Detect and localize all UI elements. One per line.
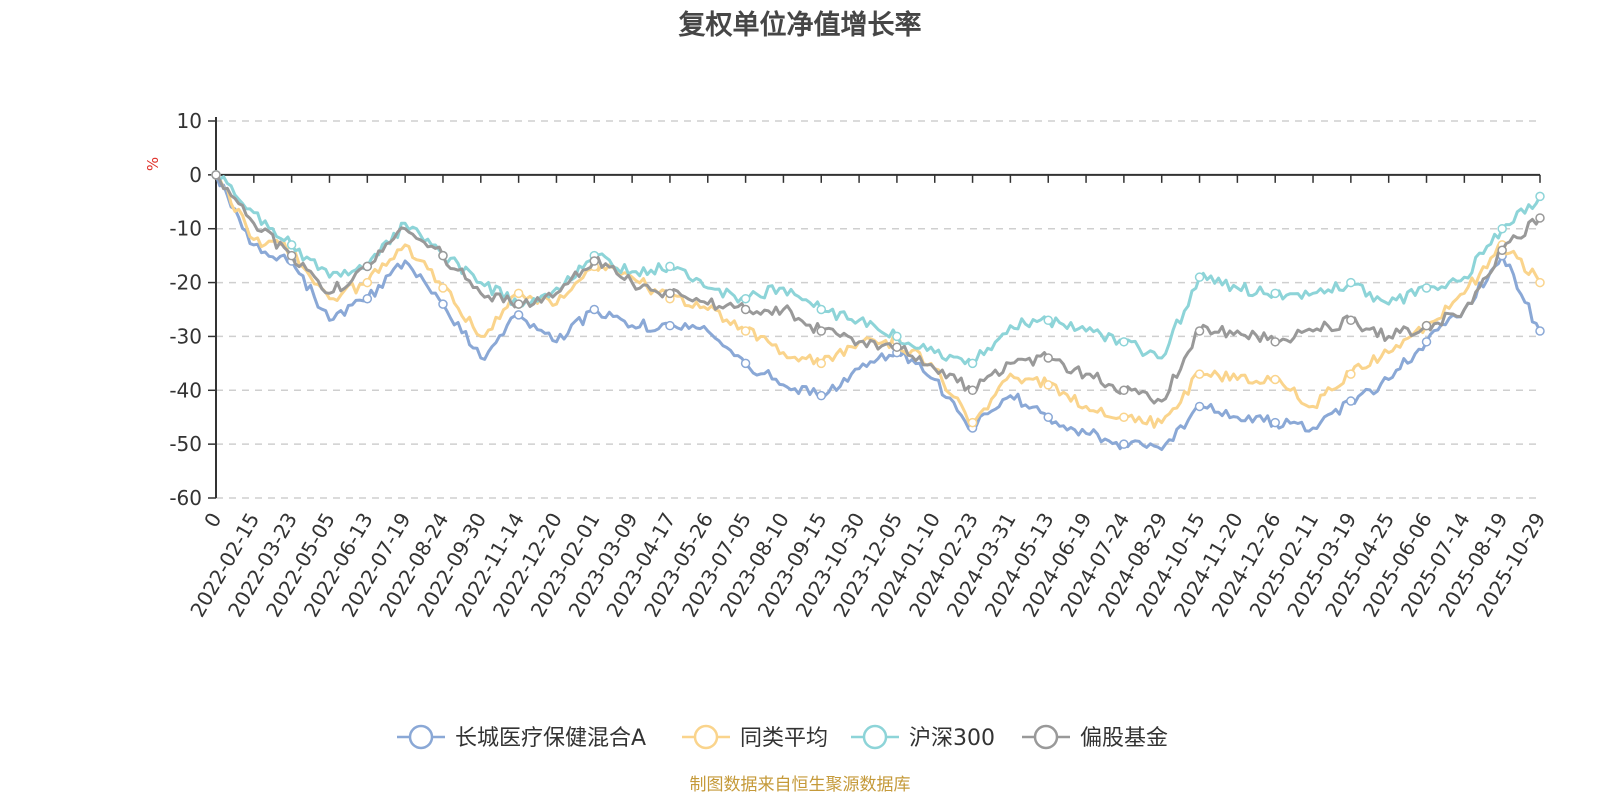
legend-marker-icon — [408, 724, 434, 750]
y-tick-label: -50 — [169, 432, 202, 456]
data-point — [740, 358, 751, 369]
data-point — [1119, 385, 1129, 396]
data-point — [967, 417, 978, 428]
data-point — [740, 304, 751, 315]
legend-marker-icon — [693, 724, 719, 750]
data-point — [1119, 412, 1129, 422]
data-point — [589, 256, 600, 266]
legend: 长城医疗保健混合A 同类平均 沪深300 偏股基金 — [397, 724, 1168, 751]
data-point — [513, 299, 524, 309]
data-point — [1270, 374, 1280, 385]
legend-item: 沪深300 — [851, 724, 995, 751]
data-point — [816, 326, 827, 336]
data-point — [286, 240, 297, 250]
data-point — [438, 299, 448, 309]
data-point — [967, 385, 978, 396]
series-line-3 — [214, 173, 1542, 366]
data-point — [740, 293, 751, 304]
data-point — [1043, 412, 1053, 422]
legend-label: 长城医疗保健混合A — [455, 726, 646, 751]
data-point — [1043, 353, 1053, 363]
data-point — [1270, 288, 1280, 299]
data-point — [1043, 380, 1053, 390]
data-point — [1421, 337, 1432, 347]
y-tick-label: -10 — [169, 217, 202, 241]
data-point — [665, 320, 675, 331]
x-tick-label: 0 — [199, 509, 226, 532]
data-point — [286, 250, 297, 261]
data-point — [1043, 315, 1053, 326]
data-point — [1194, 326, 1205, 336]
series-line-1 — [214, 174, 1542, 451]
data-point — [1535, 191, 1545, 202]
data-point — [513, 310, 524, 320]
data-point — [362, 293, 373, 304]
data-point — [1421, 283, 1432, 293]
data-point — [665, 288, 675, 299]
data-point — [1119, 337, 1129, 347]
data-point — [589, 304, 600, 315]
series-lines — [211, 170, 1545, 451]
y-axis-labels: 10 0 -10 -20 -30 -40 -50 -60 — [169, 109, 202, 510]
data-point — [438, 250, 448, 261]
axes — [208, 117, 1541, 499]
data-point — [1270, 417, 1280, 428]
data-point — [1535, 213, 1545, 223]
y-axis-unit: % — [144, 157, 162, 171]
y-tick-label: -40 — [169, 378, 202, 402]
data-point — [1119, 439, 1129, 449]
data-point — [816, 390, 827, 401]
data-point — [362, 261, 373, 272]
legend-label: 沪深300 — [909, 726, 995, 751]
y-tick-label: -20 — [169, 271, 202, 295]
legend-item: 长城医疗保健混合A — [397, 724, 646, 751]
y-tick-label: -60 — [169, 486, 202, 510]
data-point — [1497, 223, 1507, 234]
series-line-4 — [214, 174, 1542, 405]
data-point — [1497, 245, 1507, 256]
x-axis-labels: 02022-02-152022-03-232022-05-052022-06-1… — [185, 509, 1550, 622]
legend-marker-icon — [1033, 724, 1059, 750]
y-tick-label: 0 — [189, 163, 202, 187]
data-point — [1194, 369, 1205, 379]
data-point — [967, 358, 978, 369]
data-point — [892, 342, 902, 352]
data-point — [1270, 337, 1280, 347]
data-point — [665, 261, 675, 272]
data-point — [816, 358, 827, 369]
data-point — [892, 331, 902, 342]
legend-item: 同类平均 — [682, 724, 828, 751]
data-point — [1194, 401, 1205, 412]
data-point — [1421, 320, 1432, 331]
data-point — [438, 283, 448, 293]
data-point — [1194, 272, 1205, 282]
data-point — [1535, 326, 1545, 336]
y-tick-label: 10 — [177, 109, 202, 133]
data-point — [211, 170, 221, 180]
data-point — [513, 288, 524, 299]
data-point — [816, 304, 827, 315]
data-point — [740, 326, 751, 336]
y-tick-label: -30 — [169, 324, 202, 348]
data-point — [1346, 369, 1356, 379]
series-line-2 — [214, 173, 1542, 429]
data-point — [1346, 315, 1356, 326]
chart-title: 复权单位净值增长率 — [679, 9, 922, 41]
grid-lines — [216, 120, 1540, 499]
source-note: 制图数据来自恒生聚源数据库 — [690, 775, 911, 795]
legend-label: 同类平均 — [740, 726, 828, 751]
data-point — [1346, 277, 1356, 288]
data-point — [362, 277, 373, 288]
legend-marker-icon — [862, 724, 888, 750]
data-point — [1346, 396, 1356, 406]
data-point — [1535, 277, 1545, 288]
legend-label: 偏股基金 — [1080, 726, 1168, 751]
legend-item: 偏股基金 — [1022, 724, 1168, 751]
